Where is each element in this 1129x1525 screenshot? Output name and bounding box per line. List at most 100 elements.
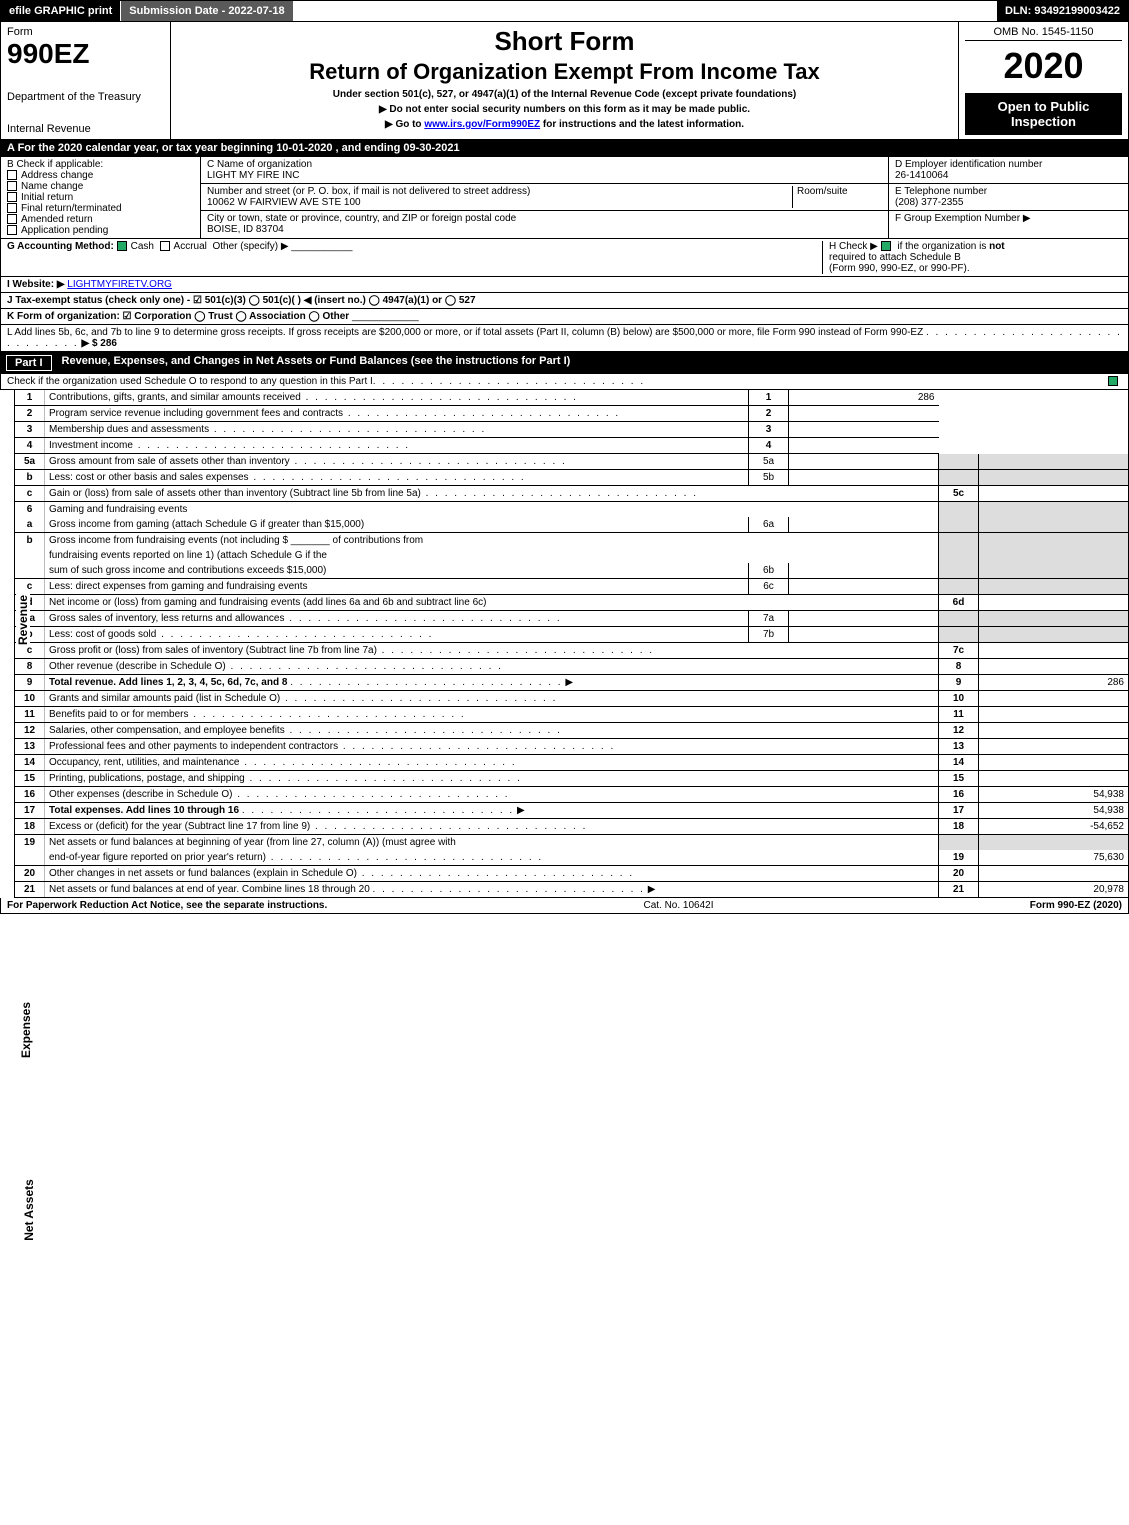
row-7c: cGross profit or (loss) from sales of in… xyxy=(15,643,1129,659)
submission-date: Submission Date - 2022-07-18 xyxy=(121,1,293,21)
ein-value: 26-1410064 xyxy=(895,170,948,181)
col-b: B Check if applicable: Address change Na… xyxy=(1,157,201,238)
row-6c: cLess: direct expenses from gaming and f… xyxy=(15,579,1129,595)
row-i: I Website: ▶ LIGHTMYFIRETV.ORG xyxy=(0,277,1129,293)
form-number: 990EZ xyxy=(7,38,164,70)
g-accrual: Accrual xyxy=(174,241,207,252)
row-10: 10Grants and similar amounts paid (list … xyxy=(15,691,1129,707)
b-opt-pending[interactable]: Application pending xyxy=(7,225,194,236)
b-opt-address[interactable]: Address change xyxy=(7,170,194,181)
row-6b-2: fundraising events reported on line 1) (… xyxy=(15,548,1129,563)
row-7a: 7aGross sales of inventory, less returns… xyxy=(15,611,1129,627)
row-20: 20Other changes in net assets or fund ba… xyxy=(15,866,1129,882)
j-text: J Tax-exempt status (check only one) - ☑… xyxy=(7,295,476,306)
r5b-text: Less: cost or other basis and sales expe… xyxy=(49,472,526,483)
e-phone-row: E Telephone number (208) 377-2355 xyxy=(889,184,1128,211)
f-label: F Group Exemption Number ▶ xyxy=(895,213,1031,224)
g-cash: Cash xyxy=(131,241,154,252)
dln-label: DLN: 93492199003422 xyxy=(997,1,1128,21)
subtitle-section: Under section 501(c), 527, or 4947(a)(1)… xyxy=(179,89,950,100)
row-19b: end-of-year figure reported on prior yea… xyxy=(15,850,1129,866)
row-11: 11Benefits paid to or for members11 xyxy=(15,707,1129,723)
f-group-row: F Group Exemption Number ▶ xyxy=(889,211,1128,226)
row-5a: 5aGross amount from sale of assets other… xyxy=(15,454,1129,470)
org-city: BOISE, ID 83704 xyxy=(207,224,284,235)
title-short-form: Short Form xyxy=(179,26,950,57)
h-not: not xyxy=(989,241,1005,252)
row-4: 4Investment income4 xyxy=(15,438,1129,454)
row-a-taxyear: A For the 2020 calendar year, or tax yea… xyxy=(0,140,1129,157)
g-other: Other (specify) ▶ xyxy=(212,241,288,252)
r6c-val xyxy=(789,579,939,595)
subtitle-ssn-warn: ▶ Do not enter social security numbers o… xyxy=(179,104,950,115)
city-label: City or town, state or province, country… xyxy=(207,213,516,224)
part1-checkline: Check if the organization used Schedule … xyxy=(0,374,1129,390)
irs-link[interactable]: www.irs.gov/Form990EZ xyxy=(424,119,540,130)
room-suite: Room/suite xyxy=(792,186,882,208)
row-21: 21Net assets or fund balances at end of … xyxy=(15,882,1129,898)
k-text: K Form of organization: ☑ Corporation ◯ … xyxy=(7,311,349,322)
dept-irs: Internal Revenue xyxy=(7,123,164,135)
page-footer: For Paperwork Reduction Act Notice, see … xyxy=(0,898,1129,914)
row-6b-1: bGross income from fundraising events (n… xyxy=(15,533,1129,549)
h-line2: required to attach Schedule B xyxy=(829,252,961,263)
goto-post: for instructions and the latest informat… xyxy=(543,119,744,130)
c-city-row: City or town, state or province, country… xyxy=(201,211,888,237)
side-revenue: Revenue xyxy=(16,593,30,647)
d-ein-row: D Employer identification number 26-1410… xyxy=(889,157,1128,184)
top-bar: efile GRAPHIC print Submission Date - 20… xyxy=(0,0,1129,22)
row-5b: bLess: cost or other basis and sales exp… xyxy=(15,470,1129,486)
l-amount: ▶ $ 286 xyxy=(81,338,117,349)
part1-sched-o-check[interactable] xyxy=(1108,376,1118,386)
b-opt-amended[interactable]: Amended return xyxy=(7,214,194,225)
h-line3: (Form 990, 990-EZ, or 990-PF). xyxy=(829,263,970,274)
tax-year: 2020 xyxy=(965,45,1122,87)
phone-value: (208) 377-2355 xyxy=(895,197,963,208)
part1-title: Revenue, Expenses, and Changes in Net As… xyxy=(62,355,571,371)
footer-left: For Paperwork Reduction Act Notice, see … xyxy=(7,900,327,911)
r17-arrow: ▶ xyxy=(517,805,525,816)
row-18: 18Excess or (deficit) for the year (Subt… xyxy=(15,819,1129,835)
r9-text: Total revenue. Add lines 1, 2, 3, 4, 5c,… xyxy=(49,677,287,688)
header-left: Form 990EZ Department of the Treasury In… xyxy=(1,22,171,139)
r6a-val xyxy=(789,517,939,533)
part1-bar: Part I Revenue, Expenses, and Changes in… xyxy=(0,352,1129,374)
r6b-t1: Gross income from fundraising events (no… xyxy=(49,535,288,546)
b-opt-initial[interactable]: Initial return xyxy=(7,192,194,203)
b-opt-final[interactable]: Final return/terminated xyxy=(7,203,194,214)
website-link[interactable]: LIGHTMYFIRETV.ORG xyxy=(67,279,172,290)
row-16: 16Other expenses (describe in Schedule O… xyxy=(15,787,1129,803)
g-cash-check[interactable] xyxy=(117,241,127,251)
goto-pre: ▶ Go to xyxy=(385,119,424,130)
row-7b: bLess: cost of goods sold7b xyxy=(15,627,1129,643)
header-center: Short Form Return of Organization Exempt… xyxy=(171,22,958,139)
org-address: 10062 W FAIRVIEW AVE STE 100 xyxy=(207,197,361,208)
g-accounting: G Accounting Method: Cash Accrual Other … xyxy=(7,241,822,274)
row-9: 9Total revenue. Add lines 1, 2, 3, 4, 5c… xyxy=(15,675,1129,691)
b-label: B Check if applicable: xyxy=(7,159,194,170)
footer-catno: Cat. No. 10642I xyxy=(327,900,1029,911)
block-b-to-f: B Check if applicable: Address change Na… xyxy=(0,157,1129,239)
r9-arrow: ▶ xyxy=(565,677,573,688)
row-k: K Form of organization: ☑ Corporation ◯ … xyxy=(0,309,1129,325)
row-15: 15Printing, publications, postage, and s… xyxy=(15,771,1129,787)
h-check[interactable] xyxy=(881,241,891,251)
row-12: 12Salaries, other compensation, and empl… xyxy=(15,723,1129,739)
dept-treasury: Department of the Treasury xyxy=(7,91,164,103)
h-pre: H Check ▶ xyxy=(829,241,881,252)
part1-table: 1Contributions, gifts, grants, and simil… xyxy=(14,390,1129,898)
part1-dots xyxy=(373,376,1108,387)
b-opt-name[interactable]: Name change xyxy=(7,181,194,192)
r7b-val xyxy=(789,627,939,643)
topbar-spacer xyxy=(294,1,997,21)
efile-print-button[interactable]: efile GRAPHIC print xyxy=(1,1,121,21)
c-addr-row: Number and street (or P. O. box, if mail… xyxy=(201,184,888,211)
part1-check-text: Check if the organization used Schedule … xyxy=(7,376,373,387)
g-accrual-check[interactable] xyxy=(160,241,170,251)
row-14: 14Occupancy, rent, utilities, and mainte… xyxy=(15,755,1129,771)
row-g-h: G Accounting Method: Cash Accrual Other … xyxy=(0,239,1129,277)
row-5c: cGain or (loss) from sale of assets othe… xyxy=(15,486,1129,502)
e-label: E Telephone number xyxy=(895,186,987,197)
org-name: LIGHT MY FIRE INC xyxy=(207,170,299,181)
c-label: C Name of organization xyxy=(207,159,312,170)
